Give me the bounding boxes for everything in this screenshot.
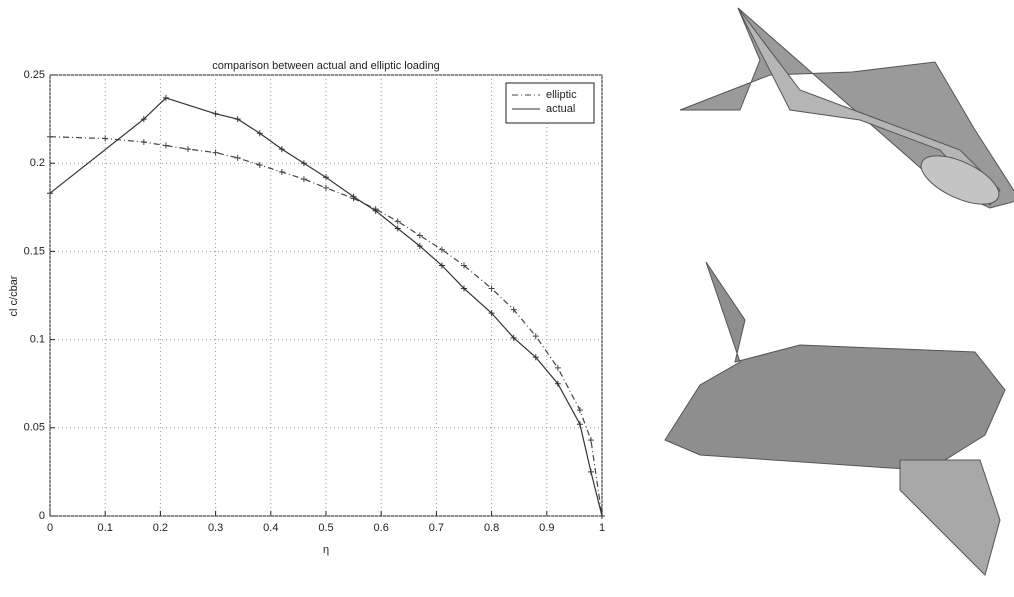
chart-title: comparison between actual and elliptic l… bbox=[212, 60, 439, 72]
y-tick-label: 0.2 bbox=[30, 157, 45, 169]
x-tick-label: 0.2 bbox=[153, 522, 168, 534]
y-tick-label: 0.25 bbox=[24, 69, 45, 81]
x-tick-label: 0.5 bbox=[318, 522, 333, 534]
y-tick-label: 0.15 bbox=[24, 245, 45, 257]
y-axis-label: cl c/cbar bbox=[8, 275, 20, 316]
x-tick-label: 0.7 bbox=[429, 522, 444, 534]
x-tick-label: 0.6 bbox=[374, 522, 389, 534]
x-tick-label: 1 bbox=[599, 522, 605, 534]
x-tick-label: 0.9 bbox=[539, 522, 554, 534]
page: comparison between actual and elliptic l… bbox=[0, 0, 1014, 592]
y-tick-label: 0 bbox=[39, 510, 45, 522]
y-tick-label: 0.05 bbox=[24, 422, 45, 434]
legend-label: elliptic bbox=[546, 89, 577, 101]
x-axis-label: η bbox=[323, 544, 329, 556]
x-tick-label: 0.1 bbox=[98, 522, 113, 534]
x-tick-label: 0 bbox=[47, 522, 53, 534]
y-tick-label: 0.1 bbox=[30, 334, 45, 346]
x-tick-label: 0.8 bbox=[484, 522, 499, 534]
legend: elliptic actual bbox=[506, 83, 594, 123]
x-tick-label: 0.3 bbox=[208, 522, 223, 534]
legend-label: actual bbox=[546, 103, 575, 115]
x-tick-label: 0.4 bbox=[263, 522, 278, 534]
